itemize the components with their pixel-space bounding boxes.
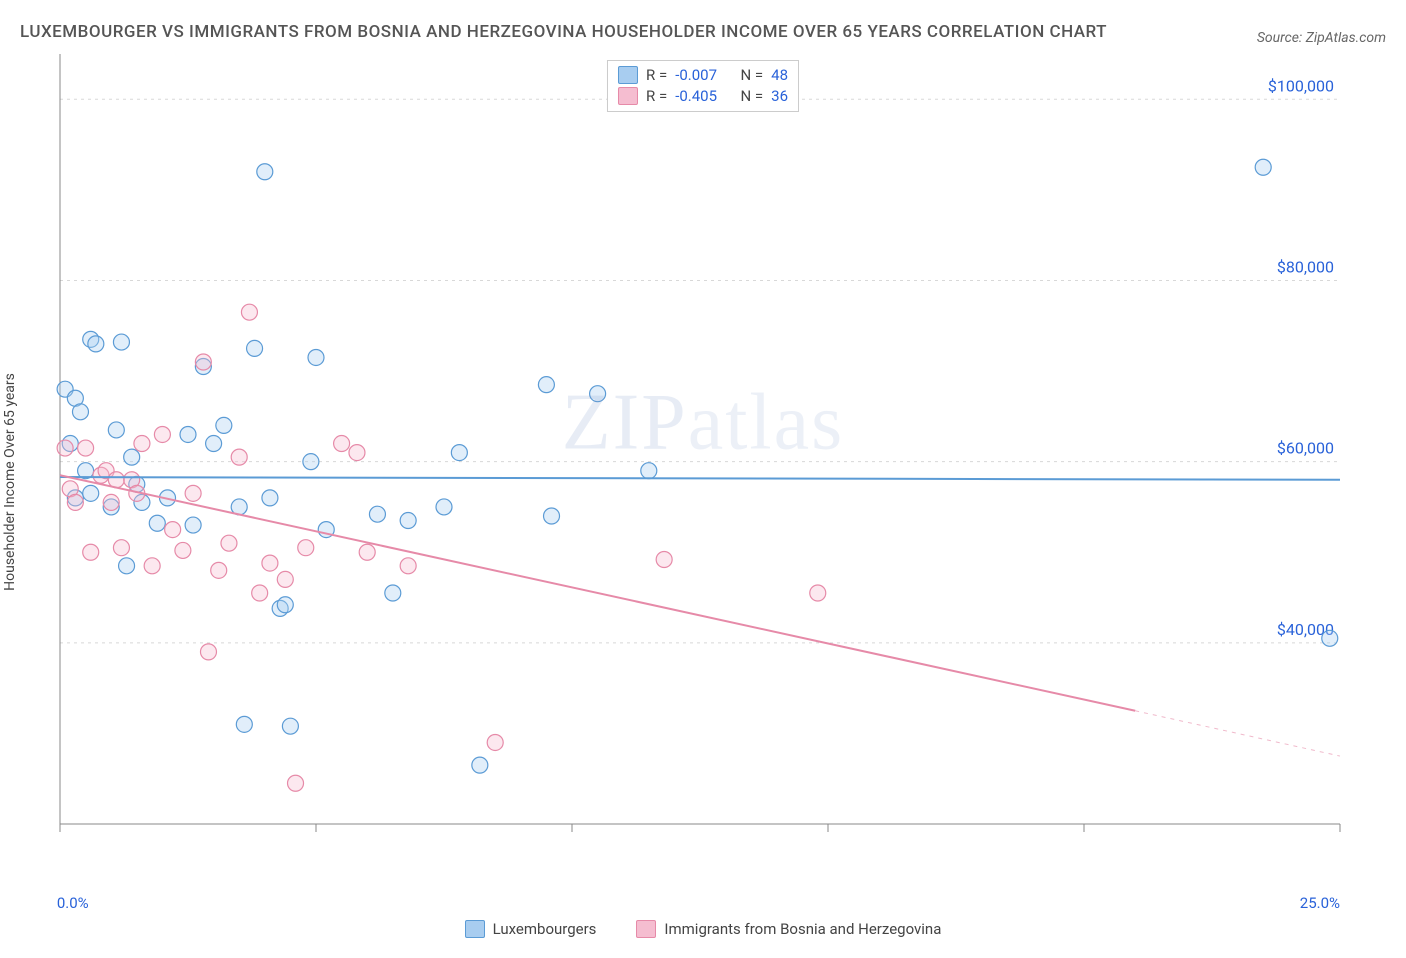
legend-swatch — [618, 66, 638, 84]
series-legend: Luxembourgers Immigrants from Bosnia and … — [20, 920, 1386, 938]
x-tick-label: 25.0% — [1300, 894, 1340, 912]
legend-swatch — [465, 920, 485, 938]
svg-text:$60,000: $60,000 — [1277, 438, 1334, 457]
scatter-chart: $40,000$60,000$80,000$100,000 — [20, 54, 1386, 854]
legend-swatch — [618, 87, 638, 105]
source-credit: Source: ZipAtlas.com — [1257, 30, 1386, 46]
legend-swatch — [636, 920, 656, 938]
x-tick-label: 0.0% — [57, 894, 89, 912]
chart-area: Householder Income Over 65 years ZIPatla… — [20, 54, 1386, 894]
svg-text:$100,000: $100,000 — [1268, 76, 1334, 95]
stats-legend: R =-0.007 N =48R =-0.405 N =36 — [607, 60, 799, 112]
y-axis-label: Householder Income Over 65 years — [2, 373, 18, 591]
stats-row-bih: R =-0.405 N =36 — [618, 86, 788, 107]
svg-text:$80,000: $80,000 — [1277, 257, 1334, 276]
stats-row-lux: R =-0.007 N =48 — [618, 65, 788, 86]
chart-title: LUXEMBOURGER VS IMMIGRANTS FROM BOSNIA A… — [20, 20, 1107, 46]
legend-item-lux: Luxembourgers — [465, 920, 597, 938]
x-axis-tick-labels: 0.0% 25.0% — [20, 894, 1386, 916]
legend-item-bih: Immigrants from Bosnia and Herzegovina — [636, 920, 941, 938]
legend-label: Immigrants from Bosnia and Herzegovina — [664, 920, 941, 938]
legend-label: Luxembourgers — [493, 920, 597, 938]
